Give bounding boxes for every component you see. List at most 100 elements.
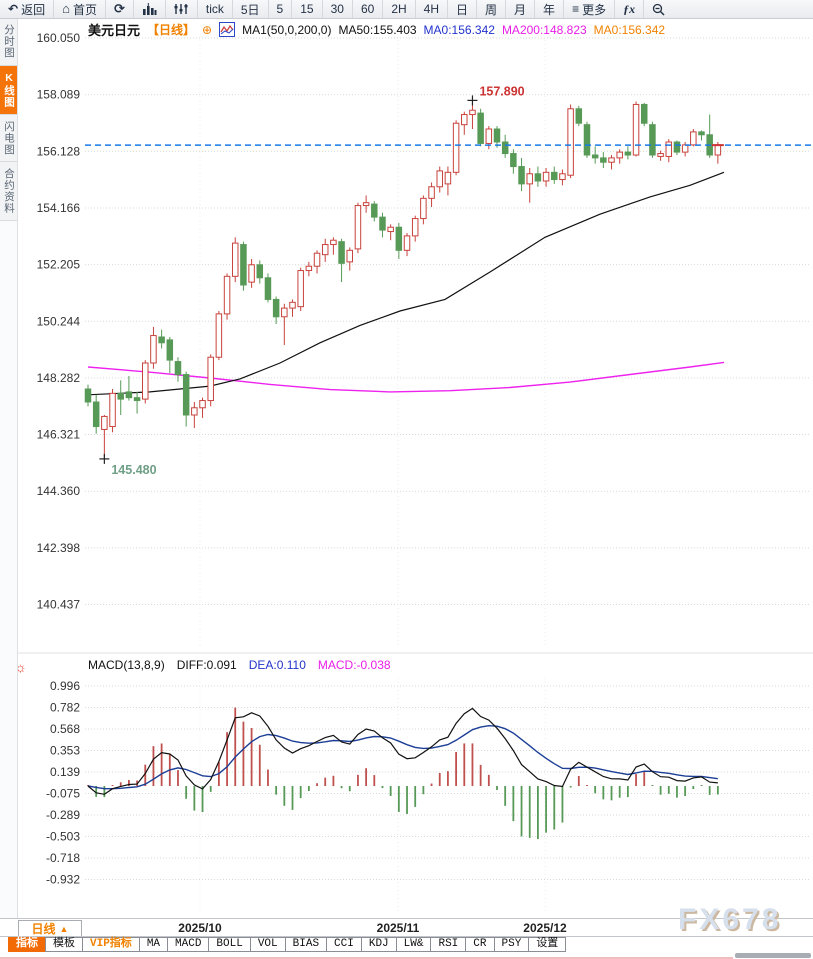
toolbar-item-week[interactable]: 周: [477, 0, 507, 18]
indicator-tab[interactable]: VOL: [249, 937, 286, 952]
add-indicator-icon[interactable]: ⊕: [202, 22, 213, 37]
macd-diff-value: DIFF:0.091: [176, 658, 237, 672]
indicator-tab[interactable]: RSI: [430, 937, 467, 952]
indicator-tabs-row: 指标 模板 VIP指标 MA MACD BOLL VOL BIAS CCI KDJ LW& RSI CR…: [0, 936, 813, 952]
toolbar-item-5d[interactable]: 5日: [233, 0, 269, 18]
xaxis-row: 日线 ▲ 2025/10 2025/11 2025/12: [0, 918, 813, 937]
svg-text:-0.932: -0.932: [46, 873, 80, 887]
toolbar-item-refresh[interactable]: ⟳: [106, 0, 134, 18]
svg-text:-0.718: -0.718: [46, 851, 80, 865]
svg-text:148.282: 148.282: [37, 371, 81, 385]
svg-text:150.244: 150.244: [37, 314, 81, 328]
indicator-tab[interactable]: MACD: [167, 937, 210, 952]
indicator-tab[interactable]: PSY: [493, 937, 530, 952]
toolbar-item-chart-style[interactable]: [134, 0, 166, 18]
toolbar-item-home[interactable]: ⌂ 首页: [54, 0, 106, 18]
macd-hist-value: MACD:-0.038: [317, 658, 391, 672]
indicator-tab[interactable]: CR: [465, 937, 495, 952]
toolbar-item-m30[interactable]: 30: [323, 0, 353, 18]
svg-text:0.996: 0.996: [50, 679, 80, 693]
svg-text:-0.075: -0.075: [46, 787, 80, 801]
toolbar-item-label: 日: [456, 2, 469, 17]
svg-text:157.890: 157.890: [479, 84, 524, 98]
chevron-up-icon: ▲: [59, 923, 69, 934]
svg-text:140.437: 140.437: [37, 598, 81, 612]
sidebar-tab-0[interactable]: 分时图: [0, 18, 17, 66]
bar-chart-icon: [142, 3, 157, 15]
indicator-tab[interactable]: BOLL: [208, 937, 251, 952]
toolbar-item-tick[interactable]: tick: [198, 0, 233, 18]
indicator-tab[interactable]: 模板: [45, 937, 83, 952]
toolbar-item-label: 返回: [21, 2, 46, 17]
ma0-orange-value: MA0:156.342: [593, 22, 666, 37]
toolbar-item-indicator-settings[interactable]: [166, 0, 198, 18]
svg-text:-0.503: -0.503: [46, 830, 80, 844]
macd-dea-value: DEA:0.110: [248, 658, 306, 672]
toolbar-item-label: 60: [360, 2, 375, 16]
zoom-out-icon: [652, 3, 665, 16]
toolbar-item-fx[interactable]: ƒx: [615, 0, 645, 18]
svg-text:0.782: 0.782: [50, 701, 80, 715]
toolbar-item-label: 年: [543, 2, 556, 17]
toolbar-item-label: 首页: [72, 2, 97, 17]
toolbar-item-zoom-out[interactable]: [644, 0, 673, 18]
toolbar-item-m15[interactable]: 15: [292, 0, 323, 18]
toolbar-item-label: 30: [330, 2, 344, 16]
svg-text:144.360: 144.360: [37, 484, 81, 498]
toolbar-item-label: ƒx: [623, 1, 636, 16]
indicator-tab[interactable]: VIP指标: [82, 937, 140, 952]
home-icon: ⌂: [62, 1, 70, 16]
toolbar-item-h2[interactable]: 2H: [383, 0, 416, 18]
sidebar-tab-3[interactable]: 合约资料: [0, 162, 17, 221]
svg-text:0.353: 0.353: [50, 744, 80, 758]
sidebar-tab-2[interactable]: 闪电图: [0, 114, 17, 162]
indicator-tab[interactable]: 设置: [528, 937, 567, 952]
toolbar-item-label: 周: [485, 2, 498, 17]
indicator-tab[interactable]: KDJ: [360, 937, 397, 952]
toolbar-item-m5[interactable]: 5: [269, 0, 293, 18]
main-chart-header: 美元日元 【日线】 ⊕ MA1(50,0,200,0) MA50:155.403…: [88, 20, 665, 39]
toolbar-item-year[interactable]: 年: [535, 0, 565, 18]
indicator-tab[interactable]: 指标: [8, 937, 46, 952]
svg-text:0.139: 0.139: [50, 765, 80, 779]
period-selector[interactable]: 日线 ▲: [18, 920, 82, 937]
toolbar-item-month[interactable]: 月: [506, 0, 536, 18]
svg-text:154.166: 154.166: [37, 201, 81, 215]
svg-text:152.205: 152.205: [37, 258, 81, 272]
sidebar-tab-1[interactable]: K线图: [0, 65, 17, 115]
chart-type-icon[interactable]: [219, 22, 236, 37]
sliders-icon: [174, 3, 189, 15]
date-axis-label: 2025/11: [376, 921, 420, 935]
toolbar-item-label: 2H: [391, 2, 407, 16]
horizontal-scrollbar[interactable]: [735, 953, 811, 958]
indicator-tab[interactable]: LW&: [395, 937, 432, 952]
period-label: 【日线】: [147, 23, 196, 37]
indicator-tab[interactable]: CCI: [326, 937, 362, 952]
symbol-name: 美元日元: [88, 23, 141, 38]
ma50-value: MA50:155.403: [338, 22, 417, 37]
ma200-value: MA200:148.823: [501, 22, 587, 37]
svg-text:-0.289: -0.289: [46, 808, 80, 822]
toolbar-item-back[interactable]: ↶ 返回: [0, 0, 55, 18]
toolbar-item-label: 5: [276, 2, 284, 16]
toolbar-item-label: 4H: [423, 2, 439, 16]
top-toolbar: ↶ 返回 ⌂ 首页 ⟳ tick 5日 5 15 30 60 2H 4H 日周月年 ≡ 更多 ƒx: [0, 0, 813, 19]
indicator-tab[interactable]: BIAS: [284, 937, 328, 952]
back-arrow-icon: ↶: [8, 2, 19, 16]
date-axis-label: 2025/10: [178, 921, 222, 935]
toolbar-item-label: 月: [514, 2, 527, 17]
toolbar-item-m60[interactable]: 60: [353, 0, 384, 18]
ma0-blue-value: MA0:156.342: [423, 22, 495, 37]
toolbar-item-label: 15: [300, 2, 314, 16]
ma-settings-label: MA1(50,0,200,0): [242, 22, 332, 37]
date-axis-label: 2025/12: [523, 921, 567, 935]
period-selector-label: 日线: [31, 922, 56, 936]
toolbar-item-day[interactable]: 日: [448, 0, 478, 18]
toolbar-item-h4[interactable]: 4H: [416, 0, 448, 18]
toolbar-item-more[interactable]: ≡ 更多: [564, 0, 616, 18]
toolbar-item-label: 5日: [240, 2, 260, 17]
indicator-tab[interactable]: MA: [138, 937, 169, 952]
